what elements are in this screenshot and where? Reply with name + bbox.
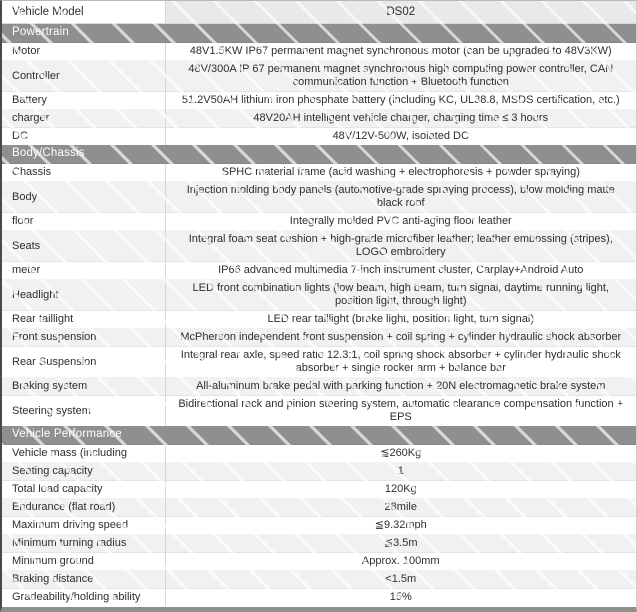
section-header-row: Vehicle Performance: [2, 426, 636, 445]
spec-label: Rear taillight: [2, 310, 165, 329]
spec-row: Endurance (flat road) 28mile: [2, 498, 636, 517]
spec-label: Motor: [2, 42, 165, 61]
spec-label: Steering system: [2, 395, 165, 426]
spec-value: 15%: [164, 588, 636, 606]
spec-value: Bidirectional rack and pinion steering s…: [164, 395, 636, 426]
spec-value: Approx. 100mm: [164, 552, 636, 571]
spec-label: Minimum ground: [2, 552, 165, 571]
spec-row: Rear taillight LED rear taillight (brake …: [2, 310, 636, 329]
vehicle-model-value: DS02: [164, 1, 636, 24]
spec-row: Controller 48V/300A IP 67 permanent magne…: [2, 60, 636, 92]
spec-label: Body: [2, 181, 165, 213]
spec-label: Vehicle mass (including: [2, 444, 165, 463]
spec-row: Minimum ground Approx. 100mm: [2, 552, 636, 571]
section-header-row: Body/Chassis: [2, 145, 636, 164]
spec-label: Headlight: [2, 279, 165, 311]
spec-label: Battery: [2, 91, 165, 110]
spec-value: Integral rear axle, speed ratio 12.3:1, …: [164, 346, 636, 378]
spec-label: Front suspension: [2, 328, 165, 347]
spec-row: Seating capacity 1: [2, 462, 636, 481]
spec-label: Minimum turning radius: [2, 534, 165, 553]
spec-row: Rear Suspension Integral rear axle, speed…: [2, 346, 636, 378]
spec-value: 48V/300A IP 67 permanent magnet synchron…: [164, 60, 636, 92]
spec-value: ≦260Kg: [164, 444, 636, 463]
spec-label: Seating capacity: [2, 462, 165, 481]
spec-label: Braking system: [2, 377, 165, 396]
section-title: Vehicle Performance: [2, 426, 636, 445]
spec-label: Total load capacity: [2, 480, 165, 499]
spec-value: Integral foam seat cushion + high-grade …: [164, 230, 636, 262]
spec-value: All-aluminum brake pedal with parking fu…: [164, 377, 636, 396]
vehicle-model-label: Vehicle Model: [2, 1, 165, 24]
spec-row: Chassis SPHC material frame (acid washing…: [2, 163, 636, 182]
section-header-row: Powertrain: [2, 23, 636, 43]
spec-label: Gradeability/holding ability: [2, 588, 165, 606]
spec-value: Injection molding body panels (automotiv…: [164, 181, 636, 213]
spec-row: Gradeability/holding ability 15%: [2, 588, 636, 606]
spec-value: 48V1.5KW IP67 permanent magnet synchrono…: [164, 42, 636, 61]
spec-label: Controller: [2, 60, 165, 92]
spec-value: 48V/12V-500W, isolated DC: [164, 127, 636, 145]
spec-value: <1.5m: [164, 570, 636, 589]
spec-label: Rear Suspension: [2, 346, 165, 378]
spec-label: Maximum driving speed: [2, 516, 165, 535]
spec-value: 120Kg: [164, 480, 636, 499]
spec-row: charger 48V20AH intelligent vehicle charg…: [2, 109, 636, 128]
spec-row: Headlight LED front combination lights (l…: [2, 279, 636, 311]
spec-label: Braking distance: [2, 570, 165, 589]
spec-row: Braking distance <1.5m: [2, 570, 636, 589]
spec-value: IP66 advanced multimedia 7-inch instrume…: [164, 261, 636, 280]
spec-value: LED front combination lights (low beam, …: [164, 279, 636, 311]
spec-row: Minimum turning radius ≦3.5m: [2, 534, 636, 553]
spec-row: Motor 48V1.5KW IP67 permanent magnet sync…: [2, 42, 636, 61]
spec-label: Seats: [2, 230, 165, 262]
spec-label: DC: [2, 127, 165, 145]
spec-label: floor: [2, 212, 165, 231]
spec-row: Body Injection molding body panels (autom…: [2, 181, 636, 213]
spec-label: Chassis: [2, 163, 165, 182]
spec-value: McPherson independent front suspension +…: [164, 328, 636, 347]
spec-label: charger: [2, 109, 165, 128]
spec-row: floor Integrally molded PVC anti-aging fl…: [2, 212, 636, 231]
spec-row: Seats Integral foam seat cushion + high-g…: [2, 230, 636, 262]
spec-row: meter IP66 advanced multimedia 7-inch ins…: [2, 261, 636, 280]
spec-value: Integrally molded PVC anti-aging floor l…: [164, 212, 636, 231]
spec-value: ≦3.5m: [164, 534, 636, 553]
spec-value: SPHC material frame (acid washing + elec…: [164, 163, 636, 182]
spec-row: Braking system All-aluminum brake pedal w…: [2, 377, 636, 396]
spec-value: 51.2V50AH lithium iron phosphate battery…: [164, 91, 636, 110]
spec-row: Steering system Bidirectional rack and pi…: [2, 395, 636, 426]
spec-value: 28mile: [164, 498, 636, 517]
spec-row: Vehicle mass (including ≦260Kg: [2, 444, 636, 463]
spec-label: Endurance (flat road): [2, 498, 165, 517]
spec-value: LED rear taillight (brake light, positio…: [164, 310, 636, 329]
spec-value: ≦9.32mph: [164, 516, 636, 535]
spec-label: meter: [2, 261, 165, 280]
spec-value: 48V20AH intelligent vehicle charger, cha…: [164, 109, 636, 128]
section-title: Powertrain: [2, 23, 636, 43]
section-title: Body/Chassis: [2, 145, 636, 164]
vehicle-model-row: Vehicle Model DS02: [2, 1, 636, 24]
spec-value: 1: [164, 462, 636, 481]
spec-row: Battery 51.2V50AH lithium iron phosphate …: [2, 91, 636, 110]
spec-row: Front suspension McPherson independent fr…: [2, 328, 636, 347]
spec-row: Maximum driving speed ≦9.32mph: [2, 516, 636, 535]
spec-row: Total load capacity 120Kg: [2, 480, 636, 499]
spec-row: DC 48V/12V-500W, isolated DC: [2, 127, 636, 145]
